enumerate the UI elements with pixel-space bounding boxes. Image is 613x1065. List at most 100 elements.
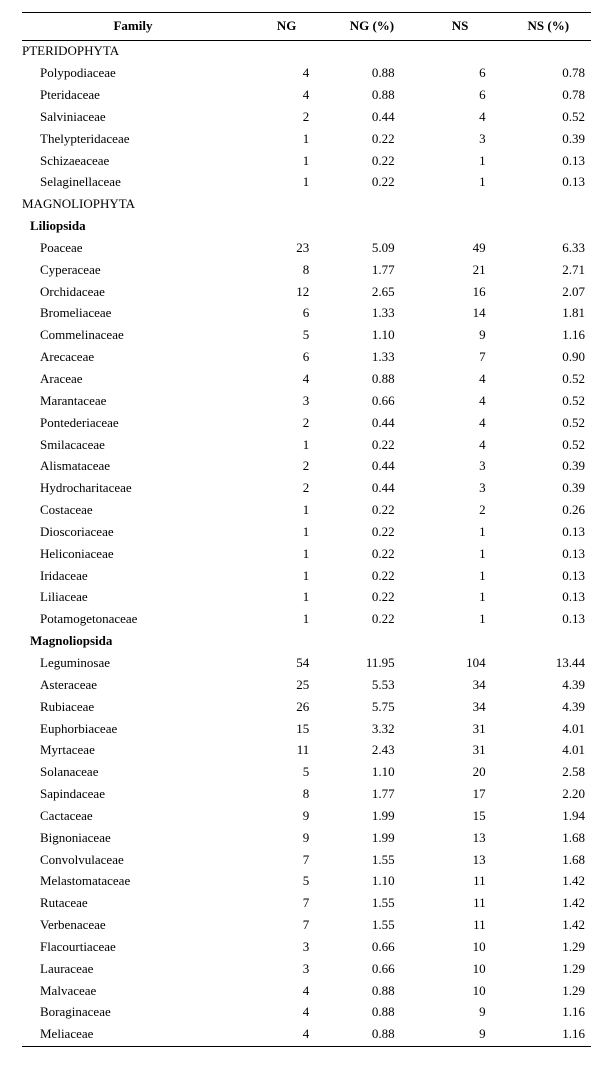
ns-value: 31 bbox=[415, 740, 506, 762]
ns-percent: 13.44 bbox=[506, 652, 591, 674]
ng-percent: 1.55 bbox=[329, 849, 414, 871]
table-row: Leguminosae5411.9510413.44 bbox=[22, 652, 591, 674]
ng-percent: 0.44 bbox=[329, 478, 414, 500]
ns-percent: 0.52 bbox=[506, 390, 591, 412]
family-name: Lauraceae bbox=[22, 958, 244, 980]
family-name: Pontederiaceae bbox=[22, 412, 244, 434]
family-name: Heliconiaceae bbox=[22, 543, 244, 565]
ns-value: 4 bbox=[415, 434, 506, 456]
ng-value: 3 bbox=[244, 390, 329, 412]
family-name: Smilacaceae bbox=[22, 434, 244, 456]
table-row: Convolvulaceae71.55131.68 bbox=[22, 849, 591, 871]
family-name: Pteridaceae bbox=[22, 85, 244, 107]
ng-value: 9 bbox=[244, 805, 329, 827]
ng-value: 4 bbox=[244, 1024, 329, 1046]
ng-value: 4 bbox=[244, 85, 329, 107]
table-row: Selaginellaceae10.2210.13 bbox=[22, 172, 591, 194]
ng-value: 15 bbox=[244, 718, 329, 740]
header-ns: NS bbox=[415, 13, 506, 41]
table-row: Iridaceae10.2210.13 bbox=[22, 565, 591, 587]
ng-value: 11 bbox=[244, 740, 329, 762]
class-label: Liliopsida bbox=[22, 216, 591, 238]
ns-value: 11 bbox=[415, 915, 506, 937]
page-container: Family NG NG (%) NS NS (%) PTERIDOPHYTAP… bbox=[0, 0, 613, 1065]
ns-percent: 0.39 bbox=[506, 478, 591, 500]
table-row: Sapindaceae81.77172.20 bbox=[22, 784, 591, 806]
ns-percent: 0.52 bbox=[506, 412, 591, 434]
ns-percent: 6.33 bbox=[506, 237, 591, 259]
ns-value: 1 bbox=[415, 172, 506, 194]
ns-value: 1 bbox=[415, 543, 506, 565]
ns-percent: 0.13 bbox=[506, 609, 591, 631]
ns-value: 10 bbox=[415, 936, 506, 958]
ng-value: 9 bbox=[244, 827, 329, 849]
table-row: Meliaceae40.8891.16 bbox=[22, 1024, 591, 1046]
ns-percent: 0.78 bbox=[506, 85, 591, 107]
family-name: Rubiaceae bbox=[22, 696, 244, 718]
division-label: MAGNOLIOPHYTA bbox=[22, 194, 591, 216]
ng-percent: 1.77 bbox=[329, 784, 414, 806]
ng-percent: 0.22 bbox=[329, 434, 414, 456]
ng-value: 4 bbox=[244, 63, 329, 85]
ng-percent: 0.22 bbox=[329, 609, 414, 631]
family-name: Marantaceae bbox=[22, 390, 244, 412]
family-name: Commelinaceae bbox=[22, 325, 244, 347]
ns-value: 4 bbox=[415, 390, 506, 412]
ng-percent: 0.88 bbox=[329, 369, 414, 391]
ng-percent: 1.99 bbox=[329, 805, 414, 827]
table-row: Thelypteridaceae10.2230.39 bbox=[22, 128, 591, 150]
ng-value: 23 bbox=[244, 237, 329, 259]
ng-percent: 1.99 bbox=[329, 827, 414, 849]
ng-percent: 0.66 bbox=[329, 390, 414, 412]
family-name: Boraginaceae bbox=[22, 1002, 244, 1024]
ng-value: 4 bbox=[244, 1002, 329, 1024]
table-row: Magnoliopsida bbox=[22, 631, 591, 653]
ns-value: 17 bbox=[415, 784, 506, 806]
ng-percent: 0.22 bbox=[329, 128, 414, 150]
ng-value: 7 bbox=[244, 915, 329, 937]
family-name: Alismataceae bbox=[22, 456, 244, 478]
table-row: Myrtaceae112.43314.01 bbox=[22, 740, 591, 762]
ng-percent: 0.88 bbox=[329, 1024, 414, 1046]
ng-percent: 5.09 bbox=[329, 237, 414, 259]
ng-percent: 11.95 bbox=[329, 652, 414, 674]
ns-value: 34 bbox=[415, 696, 506, 718]
ng-value: 1 bbox=[244, 565, 329, 587]
table-row: Polypodiaceae40.8860.78 bbox=[22, 63, 591, 85]
ns-percent: 0.13 bbox=[506, 543, 591, 565]
ng-percent: 0.88 bbox=[329, 980, 414, 1002]
table-row: Lauraceae30.66101.29 bbox=[22, 958, 591, 980]
table-row: Poaceae235.09496.33 bbox=[22, 237, 591, 259]
ng-value: 8 bbox=[244, 784, 329, 806]
family-name: Asteraceae bbox=[22, 674, 244, 696]
ns-value: 4 bbox=[415, 106, 506, 128]
ns-value: 7 bbox=[415, 347, 506, 369]
ns-percent: 0.13 bbox=[506, 565, 591, 587]
ns-value: 3 bbox=[415, 128, 506, 150]
ns-percent: 4.39 bbox=[506, 696, 591, 718]
ng-percent: 0.44 bbox=[329, 106, 414, 128]
ng-percent: 2.43 bbox=[329, 740, 414, 762]
ng-value: 2 bbox=[244, 478, 329, 500]
ng-percent: 1.55 bbox=[329, 893, 414, 915]
table-row: Verbenaceae71.55111.42 bbox=[22, 915, 591, 937]
family-name: Arecaceae bbox=[22, 347, 244, 369]
ng-value: 8 bbox=[244, 259, 329, 281]
table-row: Melastomataceae51.10111.42 bbox=[22, 871, 591, 893]
ns-value: 34 bbox=[415, 674, 506, 696]
ns-percent: 0.52 bbox=[506, 434, 591, 456]
ns-value: 104 bbox=[415, 652, 506, 674]
ns-value: 3 bbox=[415, 456, 506, 478]
ng-value: 3 bbox=[244, 958, 329, 980]
ns-value: 13 bbox=[415, 827, 506, 849]
ns-value: 4 bbox=[415, 369, 506, 391]
ng-value: 26 bbox=[244, 696, 329, 718]
table-row: Costaceae10.2220.26 bbox=[22, 500, 591, 522]
family-name: Verbenaceae bbox=[22, 915, 244, 937]
ng-value: 6 bbox=[244, 347, 329, 369]
ng-percent: 1.77 bbox=[329, 259, 414, 281]
ns-value: 2 bbox=[415, 500, 506, 522]
ns-value: 9 bbox=[415, 1002, 506, 1024]
ng-percent: 5.75 bbox=[329, 696, 414, 718]
ns-value: 1 bbox=[415, 609, 506, 631]
